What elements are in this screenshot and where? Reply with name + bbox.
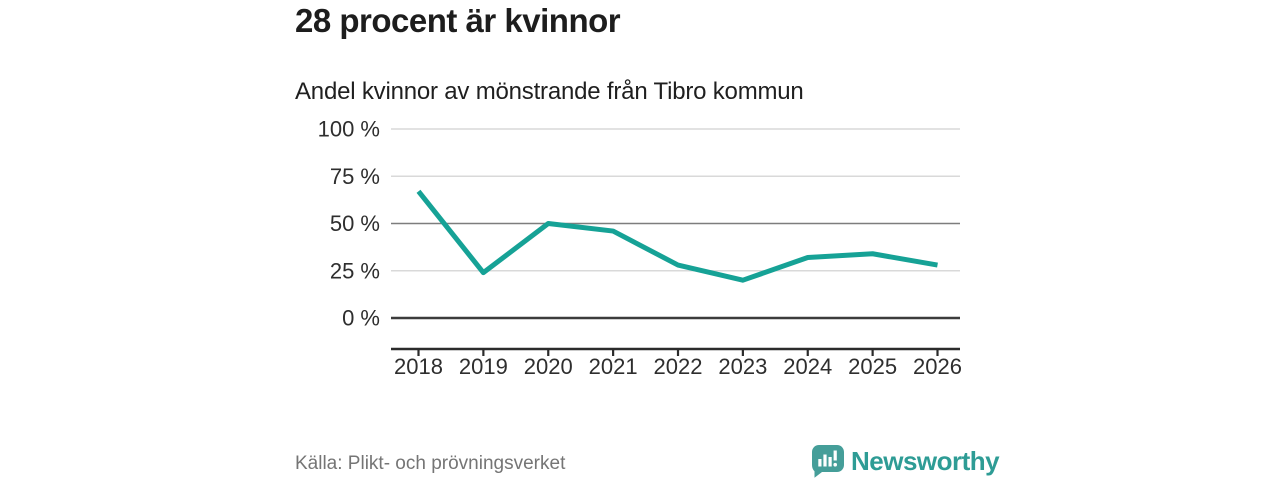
y-axis-label: 0 % xyxy=(342,306,380,331)
newsworthy-logo: Newsworthy xyxy=(812,445,1000,478)
x-axis-label: 2022 xyxy=(654,354,703,379)
y-axis-label: 25 % xyxy=(330,258,380,283)
chart-subtitle: Andel kvinnor av mönstrande från Tibro k… xyxy=(295,78,804,105)
data-line xyxy=(416,189,938,283)
y-axis-label: 75 % xyxy=(330,164,380,189)
x-axis-label: 2024 xyxy=(783,354,832,379)
source-note: Källa: Plikt- och prövningsverket xyxy=(295,453,566,474)
headline: 28 procent är kvinnor xyxy=(295,2,621,39)
x-axis-label: 2025 xyxy=(848,354,897,379)
x-axis-label: 2019 xyxy=(459,354,508,379)
y-axis-label: 100 % xyxy=(318,117,380,142)
bar-chart-bubble-icon xyxy=(812,445,844,478)
x-axis-label: 2021 xyxy=(589,354,638,379)
x-axis-label: 2026 xyxy=(913,354,962,379)
newsworthy-wordmark: Newsworthy xyxy=(851,446,1000,476)
x-axis-label: 2018 xyxy=(394,354,443,379)
x-axis-label: 2020 xyxy=(524,354,573,379)
x-axis-label: 2023 xyxy=(718,354,767,379)
y-axis-label: 50 % xyxy=(330,211,380,236)
